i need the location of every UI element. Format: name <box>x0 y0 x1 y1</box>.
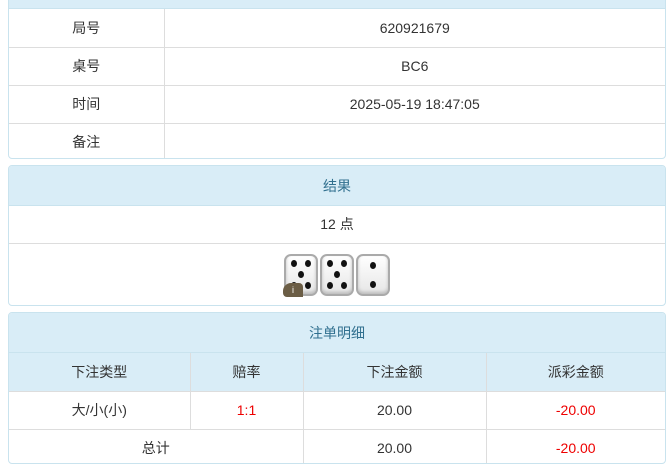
die-pip <box>327 281 334 289</box>
payout: -20.00 <box>485 390 665 429</box>
table-id: BC6 <box>163 46 665 85</box>
table-row: 桌号 BC6 <box>9 46 665 85</box>
die-pip <box>340 281 347 289</box>
label: 备注 <box>9 122 164 158</box>
label: 局号 <box>72 19 101 36</box>
remark <box>163 122 665 158</box>
die-pip <box>340 260 347 268</box>
table-header: 下注类型 赔率 下注金额 派彩金额 <box>9 353 665 391</box>
die-pip <box>298 271 304 278</box>
die-pip <box>327 260 334 268</box>
total-label: 总计 <box>9 428 303 463</box>
table-row: 备注 <box>9 122 665 158</box>
round-id: 620921679 <box>163 9 665 47</box>
die-5 <box>320 253 354 296</box>
col-payout: 派彩金额 <box>485 353 665 391</box>
result-panel: 结果 12 点 i <box>8 165 666 306</box>
total-amount: 20.00 <box>302 428 486 463</box>
die-pip <box>304 260 311 268</box>
table-row: 时间 2025-05-19 18:47:05 <box>9 84 665 123</box>
total-row: 总计 20.00 -20.00 <box>9 428 665 463</box>
die-pip <box>370 261 376 269</box>
die-pip <box>334 271 340 278</box>
table-row: 局号 620921679 <box>9 9 665 47</box>
bet-details-panel: 注单明细 下注类型 赔率 下注金额 派彩金额 大/小(小) 1:1 20.00 … <box>8 312 666 464</box>
round-info-panel: 局号 620921679 桌号 BC6 时间 2025-05-19 18:47:05 … <box>8 0 666 159</box>
bet-details-title: 注单明细 <box>9 313 665 353</box>
die-pip <box>291 260 298 268</box>
dice-row: i <box>9 243 665 305</box>
die-pip <box>370 280 376 288</box>
bet-type: 大/小(小) <box>9 390 190 429</box>
result-title: 结果 <box>9 166 665 206</box>
col-bet-type: 下注类型 <box>9 353 190 391</box>
label: 时间 <box>9 84 164 123</box>
odds: 1:1 <box>189 390 303 429</box>
result-points: 12 点 <box>320 216 354 232</box>
info-badge-icon[interactable]: i <box>283 282 303 297</box>
amount: 20.00 <box>302 390 486 429</box>
die-pip <box>304 281 311 289</box>
table-row: 大/小(小) 1:1 20.00 -20.00 <box>9 390 665 429</box>
col-odds: 赔率 <box>189 353 303 391</box>
die-5: i <box>283 253 318 297</box>
die-2 <box>356 253 390 296</box>
label: 桌号 <box>9 46 164 85</box>
col-amount: 下注金额 <box>302 353 486 391</box>
total-payout: -20.00 <box>485 428 665 463</box>
time: 2025-05-19 18:47:05 <box>163 84 665 123</box>
